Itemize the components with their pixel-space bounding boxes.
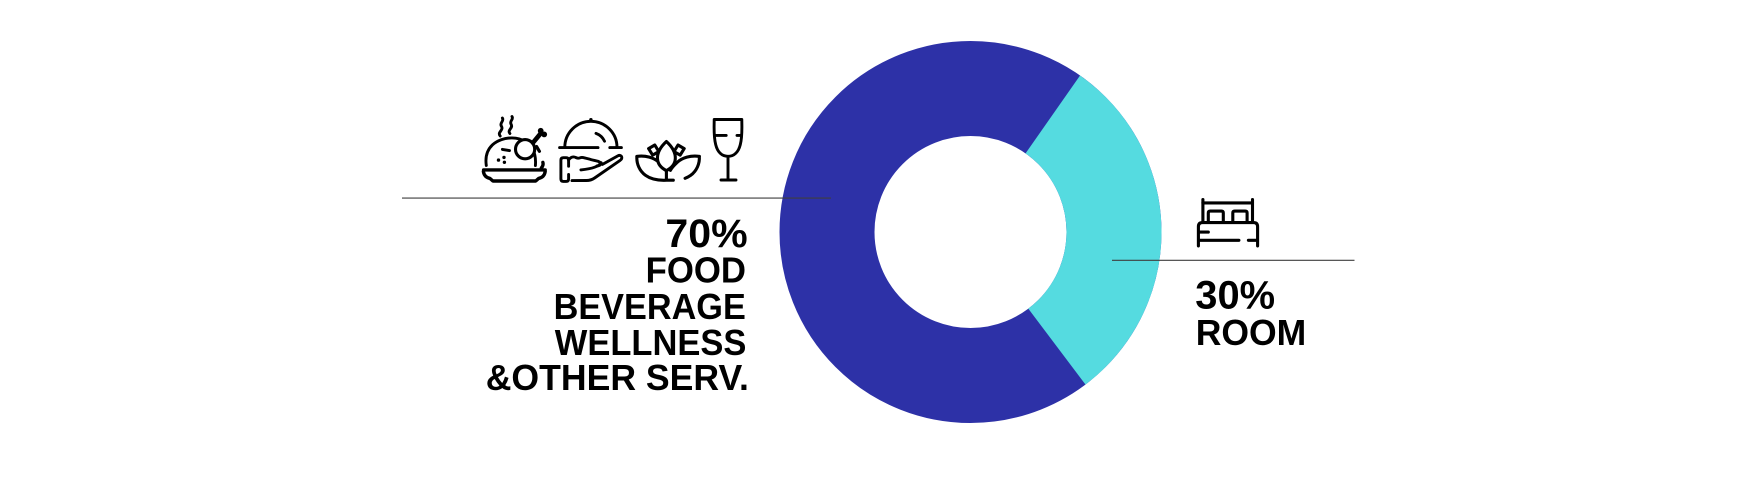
svg-text:70%: 70% xyxy=(665,212,747,256)
svg-text:BEVERAGE: BEVERAGE xyxy=(554,286,746,327)
svg-text:FOOD: FOOD xyxy=(646,250,746,291)
svg-text:&OTHER SERV.: &OTHER SERV. xyxy=(486,357,749,398)
svg-text:30%: 30% xyxy=(1195,274,1275,318)
svg-text:WELLNESS: WELLNESS xyxy=(555,322,747,363)
svg-text:ROOM: ROOM xyxy=(1196,312,1307,353)
